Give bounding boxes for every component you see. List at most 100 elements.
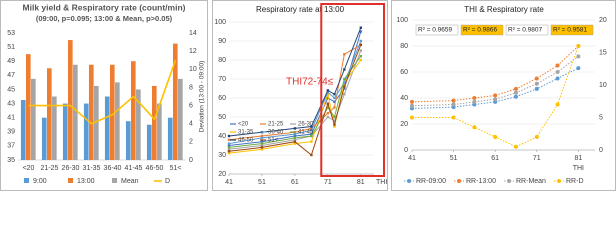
bar (52, 96, 57, 160)
bar (130, 61, 136, 160)
bar (94, 85, 99, 160)
y-tick-label: 80 (400, 43, 408, 50)
x-tick-label: 46-50 (146, 165, 164, 172)
r2-label-box (505, 24, 549, 36)
highlight-box (320, 3, 386, 177)
point (359, 30, 363, 33)
point (493, 97, 498, 102)
legend-label: 13:00 (77, 178, 95, 185)
point (576, 66, 581, 71)
x-tick-label: 41-45 (125, 165, 143, 172)
bar (73, 64, 78, 160)
point (472, 96, 477, 100)
point (260, 146, 264, 149)
x-tick-label: 51< (170, 165, 182, 172)
y-tick-label: 0 (404, 147, 408, 154)
point (534, 81, 539, 86)
point (343, 68, 346, 71)
y-tick-label: 70 (218, 76, 226, 83)
point (451, 115, 456, 120)
bar (178, 78, 183, 160)
bar (146, 124, 152, 160)
legend-label: 51< (268, 138, 279, 144)
bar (151, 85, 157, 160)
point (227, 144, 231, 147)
legend-marker (407, 179, 411, 183)
bar (41, 117, 47, 160)
y-tick-label: 40 (400, 95, 408, 102)
x-tick-label: 26-30 (62, 165, 80, 172)
y-tick-label: 35 (7, 157, 15, 164)
y-tick-label: 20 (218, 171, 226, 178)
y-tick-label: 60 (400, 69, 408, 76)
x-tick-label: 61 (491, 155, 499, 162)
y-tick-label: 15 (599, 49, 607, 56)
point (310, 125, 313, 128)
point (576, 54, 581, 59)
chart-title: Milk yield & Respiratory rate (count/min… (23, 2, 186, 12)
x-tick-label: 61 (291, 179, 299, 186)
point (293, 136, 297, 140)
bar (172, 43, 178, 161)
bar (125, 121, 131, 160)
point (555, 76, 560, 81)
bar (31, 78, 36, 160)
y-tick-label: 14 (189, 30, 197, 37)
point (534, 76, 539, 81)
point (310, 129, 313, 132)
line-series (228, 50, 362, 150)
point (333, 106, 336, 109)
y-tick-label: 0 (599, 147, 603, 154)
legend-marker (507, 179, 511, 183)
x-tick-label: 81 (357, 179, 365, 186)
point (333, 119, 336, 122)
chart-title: Respiratory rate at 13:00 (256, 5, 345, 14)
legend-label: RR-D (566, 178, 584, 185)
bar (88, 64, 94, 160)
y-tick-label: 20 (599, 17, 607, 24)
point (513, 94, 518, 99)
y-tick-label: 41 (7, 115, 15, 122)
y-tick-label: 4 (189, 121, 193, 128)
legend-label: 46-50 (238, 138, 254, 144)
point (227, 151, 231, 155)
r2-label: R² = 0.9581 (553, 27, 588, 34)
point (472, 99, 477, 104)
x-tick-label: 36-40 (104, 165, 122, 172)
bar (136, 89, 141, 160)
point (343, 53, 346, 56)
point (293, 142, 297, 145)
y-tick-label: 39 (7, 129, 15, 136)
y2-axis-title: Deviation (13:00 - 09:00) (199, 61, 206, 133)
point (326, 112, 330, 115)
point (493, 135, 498, 139)
point (326, 89, 330, 92)
line-series (228, 27, 362, 137)
point (326, 115, 330, 119)
y-tick-label: 49 (7, 58, 15, 65)
bar (67, 40, 73, 160)
point (227, 138, 231, 141)
annotation: THI72-74≤ (286, 77, 334, 88)
bar (157, 103, 162, 160)
point (333, 115, 336, 119)
x-tick-label: 31-35 (83, 165, 101, 172)
point (260, 140, 264, 143)
y-tick-label: 0 (189, 157, 193, 164)
point (310, 127, 313, 130)
point (555, 102, 560, 107)
bar (62, 103, 68, 160)
point (310, 132, 313, 136)
figure: Milk yield & Respiratory rate (count/min… (0, 0, 616, 191)
point (227, 148, 231, 151)
point (260, 134, 264, 138)
trendline (412, 45, 579, 148)
x-tick-label: 41 (225, 179, 233, 186)
x-axis-title: THI (573, 165, 584, 172)
point (293, 132, 297, 136)
point (451, 98, 456, 103)
y-tick-label: 80 (218, 57, 226, 64)
point (410, 99, 414, 104)
legend-label: D (165, 178, 170, 185)
y-tick-label: 37 (7, 143, 15, 150)
